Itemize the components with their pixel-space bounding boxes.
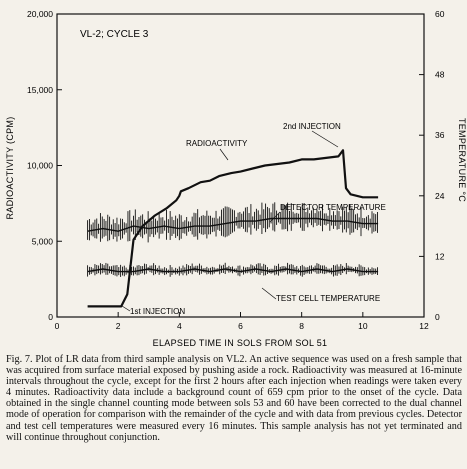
x-tick-label: 6 xyxy=(238,321,243,331)
y-left-tick-label: 15,000 xyxy=(27,85,53,95)
right-axis-ticks: 0 12 24 36 48 60 xyxy=(419,9,445,322)
y-left-tick-label: 5,000 xyxy=(32,236,54,246)
left-axis-ticks: 0 5,000 10,000 15,000 20,000 xyxy=(27,9,62,322)
annotation-radioactivity: RADIOACTIVITY xyxy=(186,139,248,148)
y-axis-label-right: TEMPERATURE °C xyxy=(457,118,467,202)
figure-label: Fig. 7. xyxy=(6,354,33,365)
x-axis-label: ELAPSED TIME IN SOLS FROM SOL 51 xyxy=(153,338,328,348)
annotation-radioactivity-leader xyxy=(219,148,229,161)
y-right-tick-label: 36 xyxy=(435,130,445,140)
annotation-detector-temperature-leader xyxy=(269,211,281,223)
y-left-tick-label: 0 xyxy=(48,312,53,322)
y-left-tick-label: 20,000 xyxy=(27,9,53,19)
y-right-tick-label: 60 xyxy=(435,9,445,19)
x-tick-label: 2 xyxy=(116,321,121,331)
annotation-test-cell-temperature-leader xyxy=(261,287,277,300)
x-tick-label: 8 xyxy=(299,321,304,331)
annotation-test-cell-temperature: TEST CELL TEMPERATURE xyxy=(276,294,380,303)
figure-caption: Fig. 7. Plot of LR data from third sampl… xyxy=(6,354,462,443)
x-tick-label: 4 xyxy=(177,321,182,331)
x-tick-label: 10 xyxy=(358,321,368,331)
y-right-tick-label: 12 xyxy=(435,251,445,261)
x-axis-ticks: 0 2 4 6 8 10 12 xyxy=(55,312,429,331)
annotation-detector-temperature: DETECTOR TEMPERATURE xyxy=(280,203,386,212)
y-right-tick-label: 48 xyxy=(435,70,445,80)
annotation-first-injection-leader xyxy=(121,305,131,312)
y-axis-label-left: RADIOACTIVITY (CPM) xyxy=(5,116,15,219)
panel-label: VL-2; CYCLE 3 xyxy=(80,29,149,40)
y-left-tick-label: 10,000 xyxy=(27,161,53,171)
series-layer xyxy=(87,149,379,308)
y-right-tick-label: 0 xyxy=(435,312,440,322)
series-line-radioactivity xyxy=(87,149,379,308)
annotation-first-injection: 1st INJECTION xyxy=(130,307,185,316)
series-points-test_cell_temperature xyxy=(87,262,378,277)
annotation-second-injection-leader xyxy=(311,130,339,148)
series-points-detector_temperature xyxy=(87,202,378,243)
figure-caption-text: Plot of LR data from third sample analys… xyxy=(6,354,463,443)
annotation-second-injection: 2nd INJECTION xyxy=(283,122,341,131)
y-right-tick-label: 24 xyxy=(435,191,445,201)
x-tick-label: 12 xyxy=(419,321,429,331)
x-tick-label: 0 xyxy=(55,321,60,331)
